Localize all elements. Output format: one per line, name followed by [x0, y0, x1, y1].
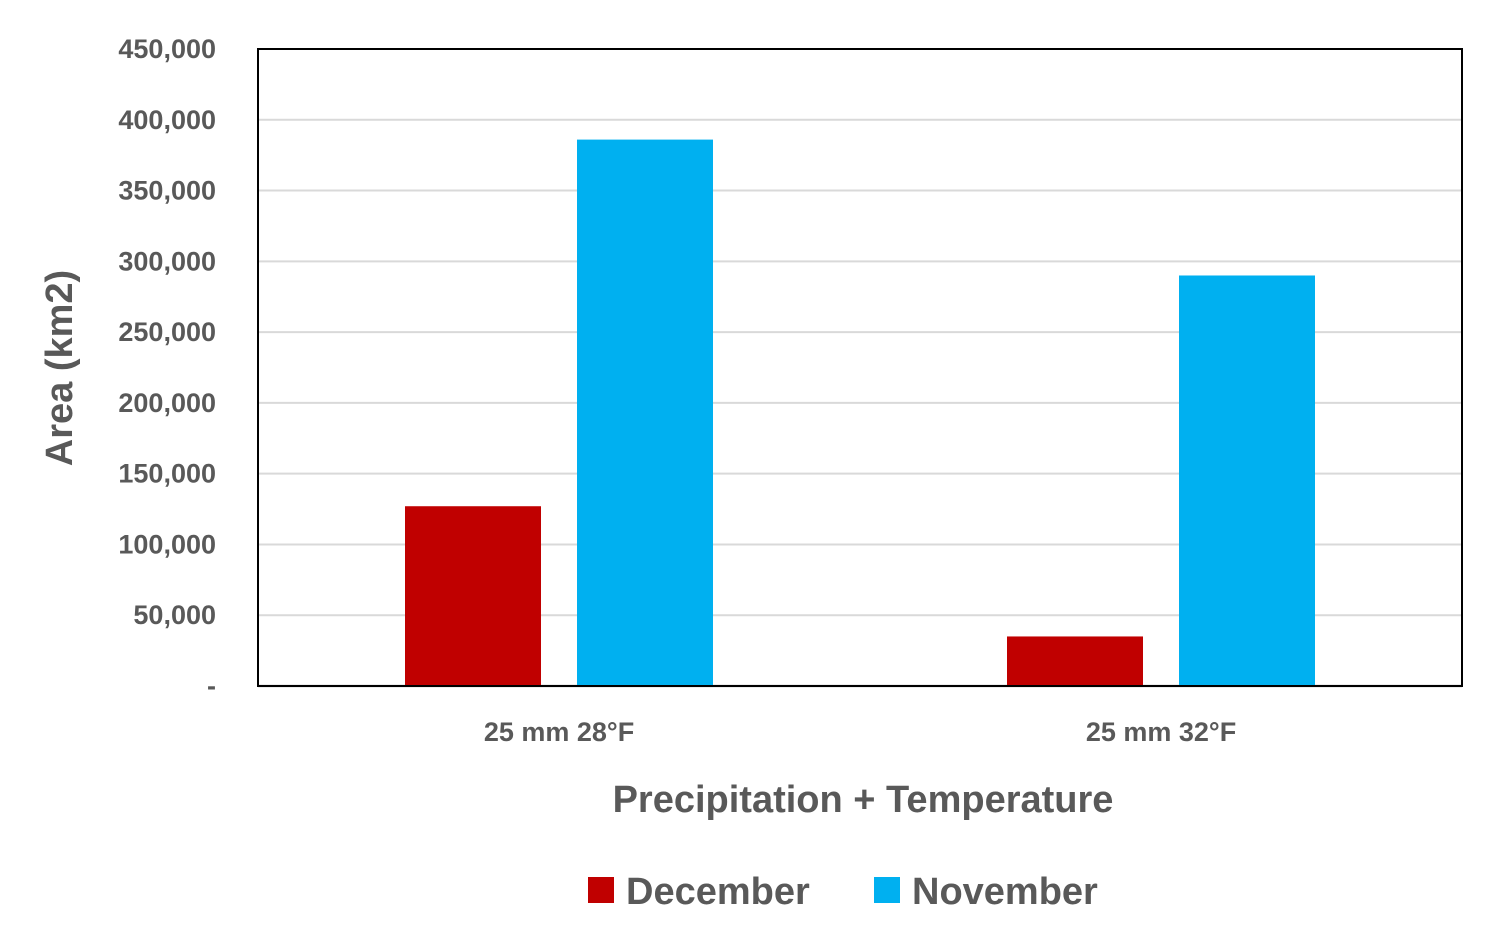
- x-tick-label: 25 mm 32°F: [1086, 717, 1236, 747]
- y-tick-label: 400,000: [118, 105, 216, 135]
- x-axis-title: Precipitation + Temperature: [613, 779, 1114, 821]
- bars: [405, 139, 1315, 686]
- y-tick-label: 350,000: [118, 176, 216, 206]
- y-tick-label: 300,000: [118, 246, 216, 276]
- y-tick-label: 50,000: [133, 600, 216, 630]
- bar-december-0: [405, 506, 541, 686]
- bar-december-1: [1007, 636, 1143, 686]
- bar-november-0: [577, 139, 713, 686]
- y-tick-label: 250,000: [118, 317, 216, 347]
- y-tick-label: -: [207, 671, 216, 701]
- legend-swatch-december: [588, 877, 614, 903]
- y-tick-label: 150,000: [118, 459, 216, 489]
- x-axis-ticks: 25 mm 28°F 25 mm 32°F: [484, 717, 1236, 747]
- y-axis-ticks: - 50,000 100,000 150,000 200,000 250,000 300,0…: [118, 34, 216, 701]
- x-tick-label: 25 mm 28°F: [484, 717, 634, 747]
- y-axis-title: Area (km2): [39, 270, 81, 466]
- y-tick-label: 200,000: [118, 388, 216, 418]
- legend-label-november: November: [912, 871, 1098, 913]
- legend-label-december: December: [626, 871, 810, 913]
- plot-area-border: [257, 48, 1463, 687]
- y-tick-label: 100,000: [118, 529, 216, 559]
- legend: December November: [588, 871, 1098, 913]
- y-tick-label: 450,000: [118, 34, 216, 64]
- bar-november-1: [1179, 275, 1315, 686]
- legend-swatch-november: [874, 877, 900, 903]
